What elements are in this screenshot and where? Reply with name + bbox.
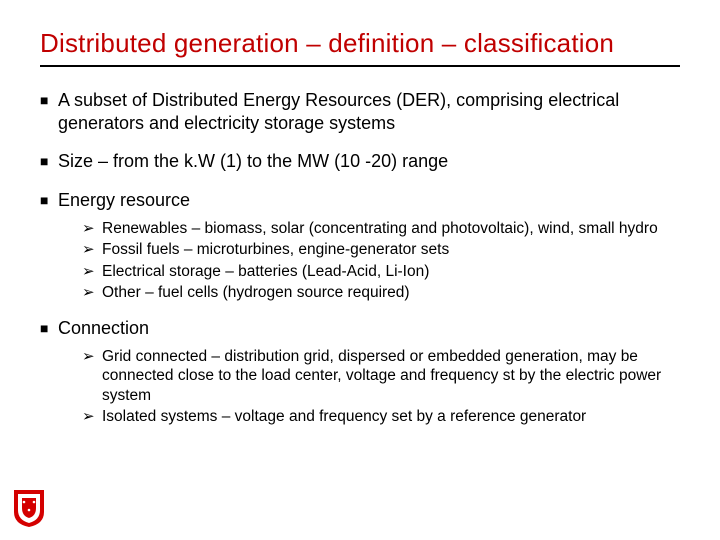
sub-list-item: ➢ Renewables – biomass, solar (concentra… bbox=[82, 219, 680, 238]
arrow-bullet-icon: ➢ bbox=[82, 240, 102, 259]
sub-list: ➢ Renewables – biomass, solar (concentra… bbox=[82, 219, 680, 303]
arrow-bullet-icon: ➢ bbox=[82, 347, 102, 366]
square-bullet-icon: ■ bbox=[40, 150, 58, 172]
sub-list-item-text: Electrical storage – batteries (Lead-Aci… bbox=[102, 262, 680, 281]
arrow-bullet-icon: ➢ bbox=[82, 262, 102, 281]
list-item: ■ Size – from the k.W (1) to the MW (10 … bbox=[40, 150, 680, 173]
slide: Distributed generation – definition – cl… bbox=[0, 0, 720, 540]
square-bullet-icon: ■ bbox=[40, 89, 58, 111]
sub-list-item-text: Isolated systems – voltage and frequency… bbox=[102, 407, 680, 426]
square-bullet-icon: ■ bbox=[40, 317, 58, 339]
arrow-bullet-icon: ➢ bbox=[82, 407, 102, 426]
sub-list-item-text: Other – fuel cells (hydrogen source requ… bbox=[102, 283, 680, 302]
list-item-text: Connection bbox=[58, 317, 680, 340]
sub-list-item: ➢ Grid connected – distribution grid, di… bbox=[82, 347, 680, 405]
arrow-bullet-icon: ➢ bbox=[82, 219, 102, 238]
title-rule bbox=[40, 65, 680, 67]
sub-list: ➢ Grid connected – distribution grid, di… bbox=[82, 347, 680, 427]
sub-list-item: ➢ Fossil fuels – microturbines, engine-g… bbox=[82, 240, 680, 259]
bullet-list: ■ A subset of Distributed Energy Resourc… bbox=[40, 89, 680, 427]
list-item-text: Energy resource bbox=[58, 189, 680, 212]
square-bullet-icon: ■ bbox=[40, 189, 58, 211]
list-item: ■ Energy resource bbox=[40, 189, 680, 212]
list-item: ■ Connection bbox=[40, 317, 680, 340]
sub-list-item-text: Grid connected – distribution grid, disp… bbox=[102, 347, 680, 405]
list-item-text: A subset of Distributed Energy Resources… bbox=[58, 89, 680, 134]
slide-title: Distributed generation – definition – cl… bbox=[40, 28, 680, 59]
sub-list-item: ➢ Other – fuel cells (hydrogen source re… bbox=[82, 283, 680, 302]
sub-list-item-text: Renewables – biomass, solar (concentrati… bbox=[102, 219, 680, 238]
sub-list-item: ➢ Electrical storage – batteries (Lead-A… bbox=[82, 262, 680, 281]
sub-list-item-text: Fossil fuels – microturbines, engine-gen… bbox=[102, 240, 680, 259]
sub-list-item: ➢ Isolated systems – voltage and frequen… bbox=[82, 407, 680, 426]
list-item: ■ A subset of Distributed Energy Resourc… bbox=[40, 89, 680, 134]
mcgill-crest-icon bbox=[12, 488, 46, 528]
arrow-bullet-icon: ➢ bbox=[82, 283, 102, 302]
list-item-text: Size – from the k.W (1) to the MW (10 -2… bbox=[58, 150, 680, 173]
